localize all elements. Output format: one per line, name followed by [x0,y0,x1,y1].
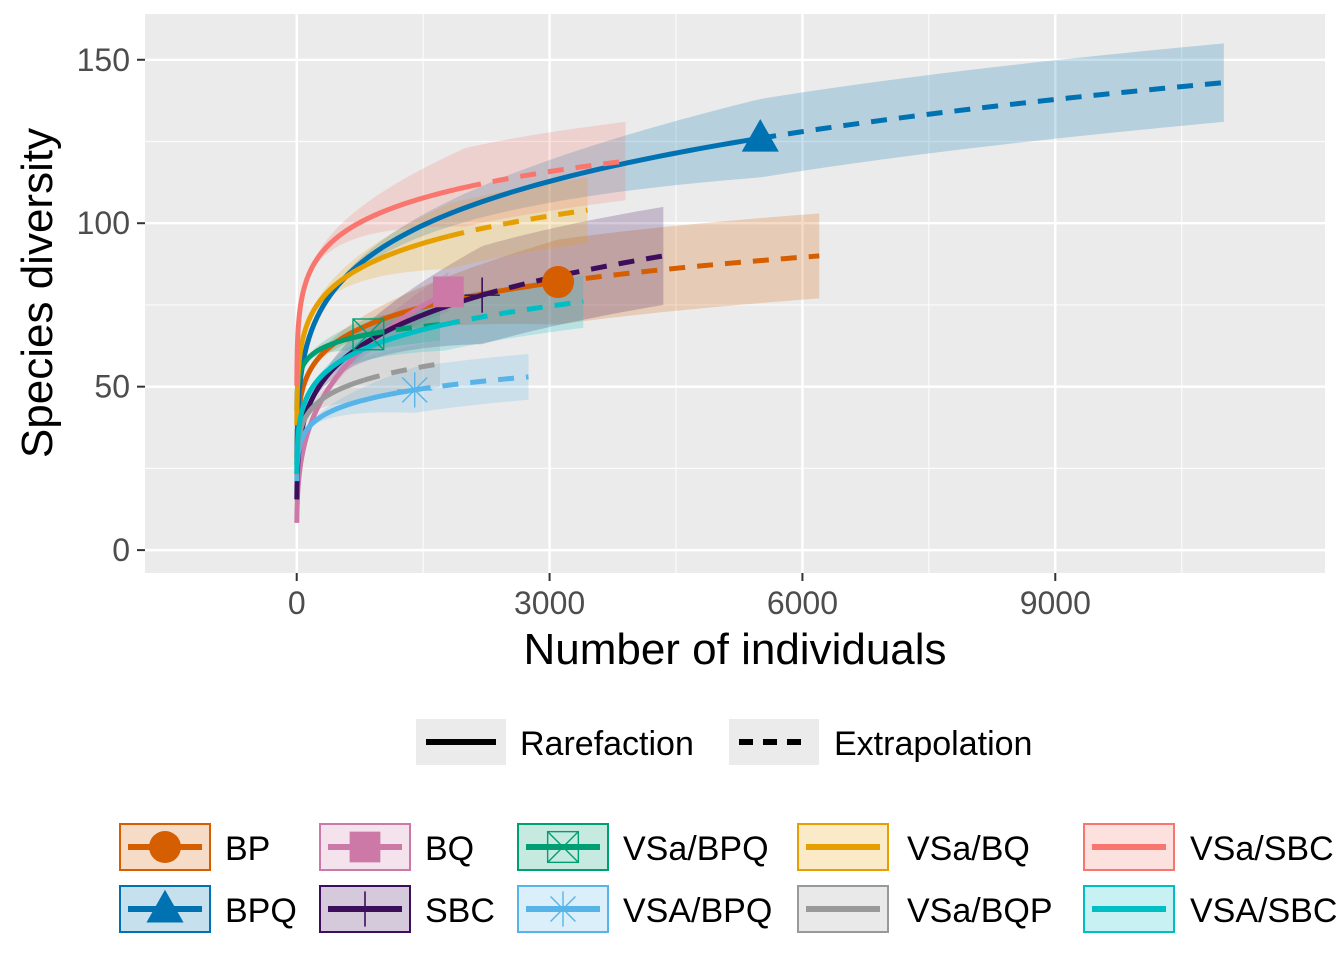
x-tick-label: 0 [288,585,306,621]
x-tick-label: 3000 [514,585,585,621]
legend-marker-sbc [347,891,383,927]
observed-point-vsa-bpq [397,372,433,408]
y-tick-label: 0 [112,532,130,568]
confidence-band-vsa-bpq [296,353,529,482]
curves [294,80,1225,523]
legend-label-bpq: BPQ [225,892,297,930]
rarefaction-line-vsa-bpq [294,331,370,411]
confidence-band-vsa-sbc [296,275,584,475]
extrapolation-line-bp [557,253,820,285]
y-tick-label: 100 [77,205,130,241]
legend-item-vsa-bpq: VSA/BPQ [517,885,772,933]
plot-panel [145,14,1325,573]
observed-markers [352,119,779,408]
legend-label-bq: BQ [425,830,474,868]
legend-item-vsa-sbc: VSa/SBC [1083,823,1334,871]
y-axis: 0 50 100 150 [77,42,145,568]
legend-marker-bp [149,831,181,863]
observed-point-bp [542,266,574,299]
extrapolation-line-bpq [759,80,1225,141]
legend-label-bp: BP [225,830,270,868]
method-legend: Rarefaction Extrapolation [416,719,1032,765]
rarefaction-line-bq [294,289,450,523]
legend-marker-bpq [146,889,184,923]
legend-label-vsa-bq: VSa/BQ [907,830,1030,868]
observed-point-bq [433,276,464,308]
rarefaction-line-vsa-bq [294,233,450,426]
x-tick-label: 6000 [767,585,838,621]
legend-label-vsa-bpq: VSA/BPQ [623,892,772,930]
legend-label-vsa-sbc: VSa/SBC [1190,830,1334,868]
confidence-band-vsa-bq [296,177,588,426]
x-axis: 0 3000 6000 9000 [288,573,1091,621]
legend-label-sbc: SBC [425,892,495,930]
rarefaction-line-vsa-bpq [294,387,416,482]
legend-item-bq: BQ [319,823,474,871]
extrapolation-line-vsa-bq [447,207,588,239]
legend-item-vsa-bpq: VSa/BPQ [517,823,769,871]
confidence-band-bp [296,213,820,460]
rarefaction-line-vsa-sbc [294,322,447,475]
extrapolation-line-vsa-bqp [363,361,441,383]
legend-label-vsa-bqp: VSa/BQP [907,892,1053,930]
extrapolation-line-vsa-bpq [414,374,529,393]
observed-point-sbc [464,277,500,313]
legend-item-vsa-sbc: VSA/SBC [1083,885,1337,933]
x-tick-label: 9000 [1020,585,1091,621]
legend-marker-bq [349,831,381,863]
legend-item-bpq: BPQ [119,885,297,933]
legend-label-vsa-sbc: VSA/SBC [1190,892,1337,930]
method-legend-label-rarefaction: Rarefaction [520,725,694,763]
extrapolation-line-vsa-bpq [367,322,441,337]
legend-item-sbc: SBC [319,885,495,933]
extrapolation-line-vsa-sbc [443,299,584,327]
x-axis-title: Number of individuals [523,625,946,674]
y-tick-label: 50 [94,369,130,405]
legend-label-vsa-bpq: VSa/BPQ [623,830,769,868]
legend-item-vsa-bqp: VSa/BQP [797,885,1053,933]
y-tick-label: 150 [77,42,130,78]
legend-item-vsa-bq: VSa/BQ [797,823,1030,871]
method-legend-label-extrapolation: Extrapolation [834,725,1032,763]
rarefaction-line-vsa-sbc [294,184,468,386]
legend-item-bp: BP [119,823,270,871]
grid [145,14,1325,573]
rarefaction-line-bpq [294,135,761,465]
observed-point-vsa-bpq [352,318,385,351]
series-legend: BP BQ VSa/BPQ VSa/BQ VSa/SBC BPQ SBC VSA/BPQ VSa… [119,823,1337,933]
legend-marker-vsa-bpq [545,891,581,927]
confidence-band-vsa-bqp [296,340,440,475]
y-axis-title: Species diversity [13,128,62,458]
observed-point-bpq [741,119,779,152]
confidence-band-vsa-sbc [296,121,626,386]
legend-marker-vsa-bpq [546,830,580,864]
